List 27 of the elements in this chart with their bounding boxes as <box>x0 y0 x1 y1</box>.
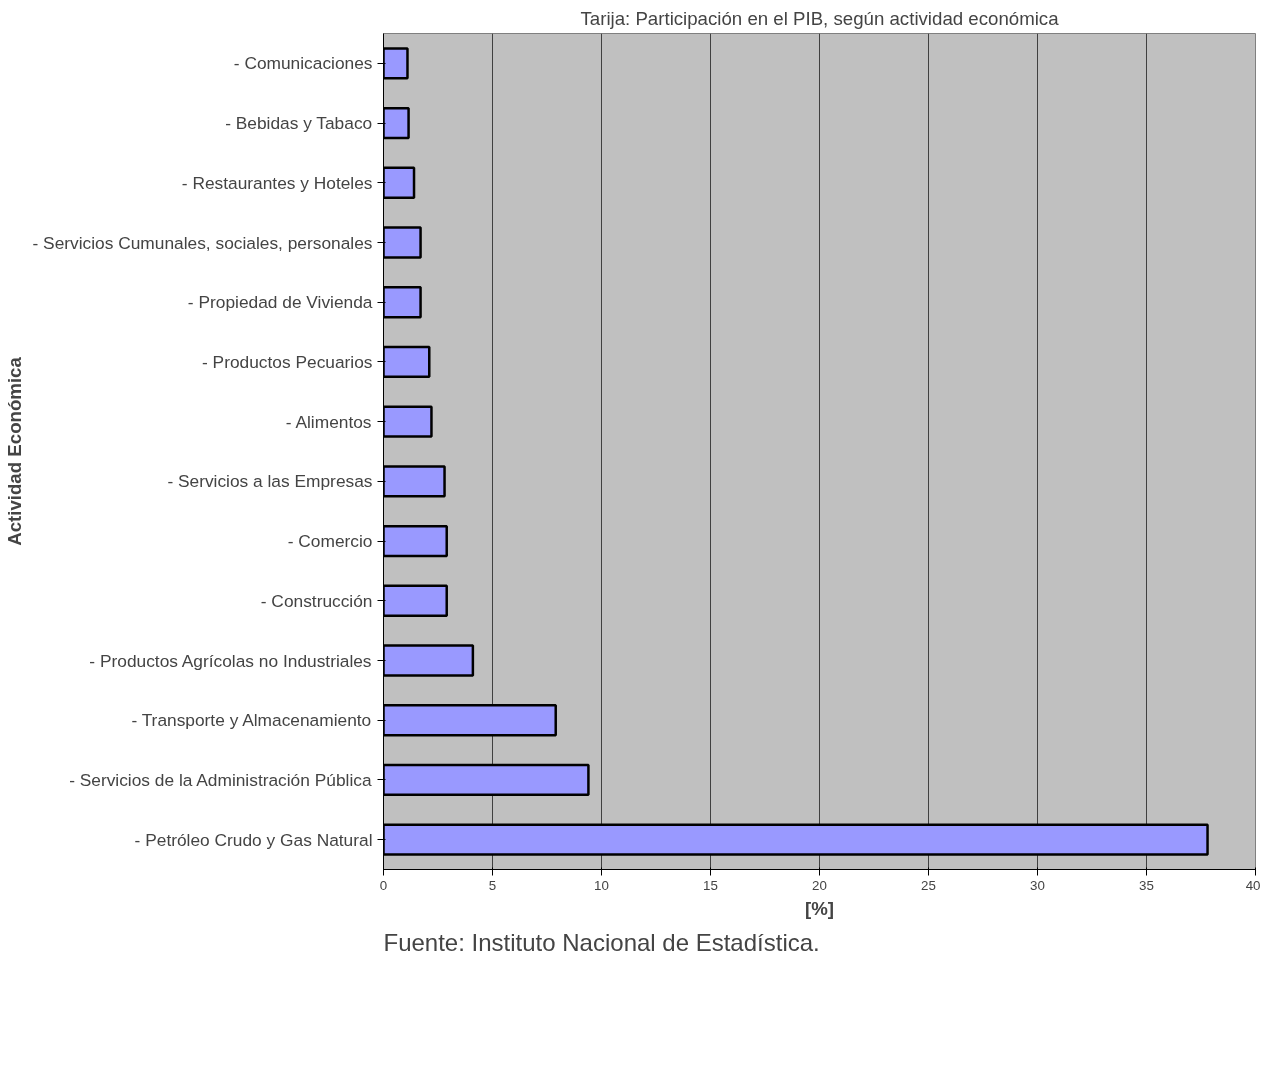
y-tick-label: - Productos Pecuarios <box>202 351 373 372</box>
x-tick-label: 10 <box>594 877 609 893</box>
x-tick-label: 5 <box>488 877 497 893</box>
x-tick-label: 35 <box>1139 877 1154 893</box>
y-tick-label: - Petróleo Crudo y Gas Natural <box>134 829 373 850</box>
chart-title: Tarija: Participación en el PIB, según actividad económica <box>580 7 1060 29</box>
y-tick-label: - Restaurantes y Hoteles <box>181 172 373 193</box>
y-axis-title: Actividad Económica <box>3 356 25 546</box>
y-tick-label: - Servicios a las Empresas <box>167 471 373 492</box>
y-tick-label: - Comercio <box>287 531 373 552</box>
x-axis-title: [%] <box>804 897 835 919</box>
y-tick-label: - Alimentos <box>285 411 372 432</box>
y-tick-label: - Servicios Cumunales, sociales, personales <box>32 232 373 253</box>
y-tick-label: - Productos Agrícolas no Industriales <box>89 650 372 671</box>
x-tick-label: 0 <box>379 877 388 893</box>
x-tick-label: 30 <box>1030 877 1045 893</box>
y-tick-label: - Servicios de la Administración Pública <box>69 769 372 790</box>
y-tick-label: - Propiedad de Vivienda <box>187 292 373 313</box>
x-tick-label: 15 <box>703 877 718 893</box>
y-tick-label: - Transporte y Almacenamiento <box>131 710 372 731</box>
x-tick-label: 25 <box>921 877 936 893</box>
x-tick-label: 40 <box>1245 877 1261 893</box>
y-tick-label: - Comunicaciones <box>233 53 373 74</box>
source-note: Fuente: Instituto Nacional de Estadística. <box>383 928 820 956</box>
y-tick-label: - Construcción <box>260 590 373 611</box>
x-tick-label: 20 <box>812 877 827 893</box>
y-tick-label: - Bebidas y Tabaco <box>225 113 373 134</box>
